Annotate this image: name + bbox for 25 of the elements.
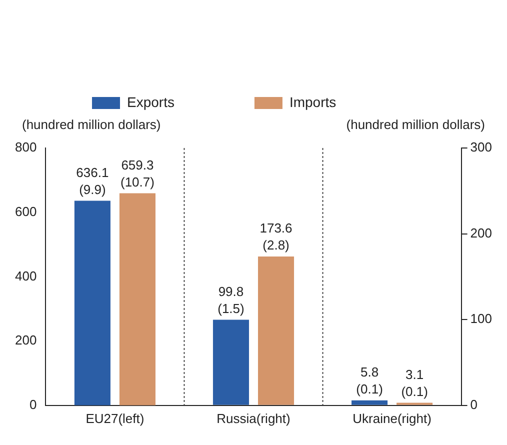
data-label: 5.8 (0.1) bbox=[356, 364, 383, 396]
data-label: 3.1 (0.1) bbox=[401, 366, 428, 399]
data-label: 636.1 (9.9) bbox=[76, 164, 109, 197]
bar bbox=[352, 400, 388, 405]
legend-label: Exports bbox=[127, 94, 174, 110]
y2-tick-label: 300 bbox=[470, 140, 492, 155]
y-tick-label: 0 bbox=[29, 396, 37, 412]
y-tick-label: 200 bbox=[14, 332, 37, 348]
y-tick-label: 600 bbox=[14, 204, 37, 219]
y2-axis-title: (hundred million dollars) bbox=[346, 117, 485, 132]
data-label: 659.3 (10.7) bbox=[120, 157, 154, 190]
x-tick-label: Russia(right) bbox=[216, 410, 290, 426]
x-tick-label: EU27(left) bbox=[86, 410, 144, 426]
y-tick-label: 800 bbox=[14, 140, 37, 155]
bar bbox=[212, 320, 249, 405]
y2-tick-label: 100 bbox=[470, 311, 492, 326]
y-axis-title: (hundred million dollars) bbox=[22, 117, 161, 132]
y2-tick-label: 200 bbox=[470, 225, 492, 240]
x-tick-label: Ukraine(right) bbox=[352, 410, 432, 426]
data-label: 173.6 (2.8) bbox=[260, 220, 292, 253]
y2-tick-label: 0 bbox=[470, 396, 478, 412]
bar bbox=[258, 256, 294, 405]
data-label: 99.8 (1.5) bbox=[218, 284, 244, 316]
legend-label: Imports bbox=[289, 94, 336, 110]
y-tick-label: 400 bbox=[14, 268, 37, 284]
